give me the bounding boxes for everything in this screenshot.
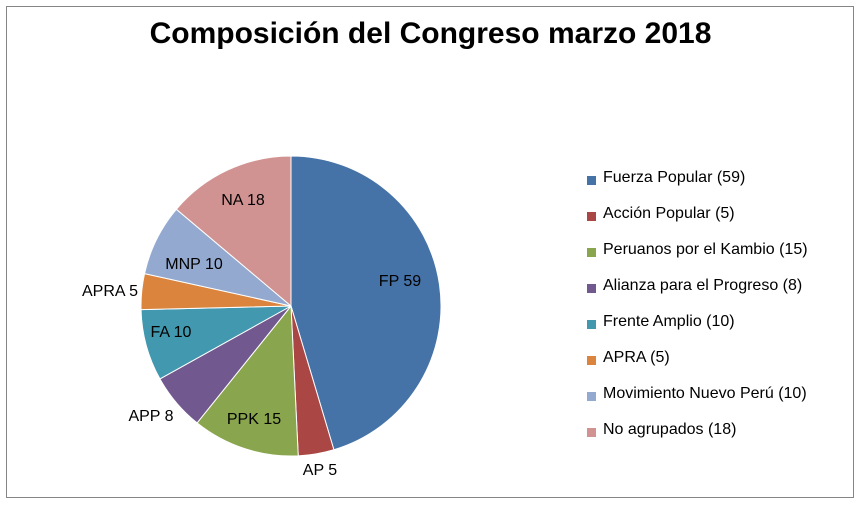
slice-label-fa: FA 10	[151, 324, 192, 341]
legend-item-ppk: Peruanos por el Kambio (15)	[587, 238, 852, 274]
legend-item-na: No agrupados (18)	[587, 418, 852, 454]
legend-label: Alianza para el Progreso (8)	[603, 277, 803, 294]
legend-item-app: Alianza para el Progreso (8)	[587, 274, 852, 310]
chart-title: Composición del Congreso marzo 2018	[149, 17, 712, 50]
legend-item-ap: Acción Popular (5)	[587, 202, 852, 238]
legend-label: No agrupados (18)	[603, 421, 737, 438]
legend-swatch	[587, 428, 596, 437]
legend-label: APRA (5)	[603, 349, 670, 366]
legend-swatch	[587, 248, 596, 257]
pie-slice-na	[175, 155, 292, 308]
legend-label: Fuerza Popular (59)	[603, 169, 746, 186]
legend-label: Peruanos por el Kambio (15)	[603, 241, 808, 258]
slice-label-mnp: MNP 10	[165, 256, 223, 273]
slice-label-apra: APRA 5	[82, 283, 138, 300]
slice-label-fp: FP 59	[379, 273, 422, 290]
slice-label-ppk: PPK 15	[227, 411, 281, 428]
pie-slice-ppk	[196, 304, 299, 457]
legend-swatch	[587, 320, 596, 329]
legend-label: Acción Popular (5)	[603, 205, 735, 222]
legend-swatch	[587, 176, 596, 185]
legend-swatch	[587, 392, 596, 401]
legend-swatch	[587, 356, 596, 365]
legend-swatch	[587, 212, 596, 221]
slice-label-app: APP 8	[128, 408, 173, 425]
legend-label: Frente Amplio (10)	[603, 313, 735, 330]
pie-slice-fp	[290, 155, 442, 451]
legend-swatch	[587, 284, 596, 293]
legend-label: Movimiento Nuevo Perú (10)	[603, 385, 807, 402]
legend-item-apra: APRA (5)	[587, 346, 852, 382]
slice-label-ap: AP 5	[303, 462, 338, 479]
chart-legend: Fuerza Popular (59) Acción Popular (5) Per…	[587, 166, 852, 454]
legend-item-fp: Fuerza Popular (59)	[587, 166, 852, 202]
legend-item-mnp: Movimiento Nuevo Perú (10)	[587, 382, 852, 418]
legend-item-fa: Frente Amplio (10)	[587, 310, 852, 346]
slice-label-na: NA 18	[221, 192, 265, 209]
